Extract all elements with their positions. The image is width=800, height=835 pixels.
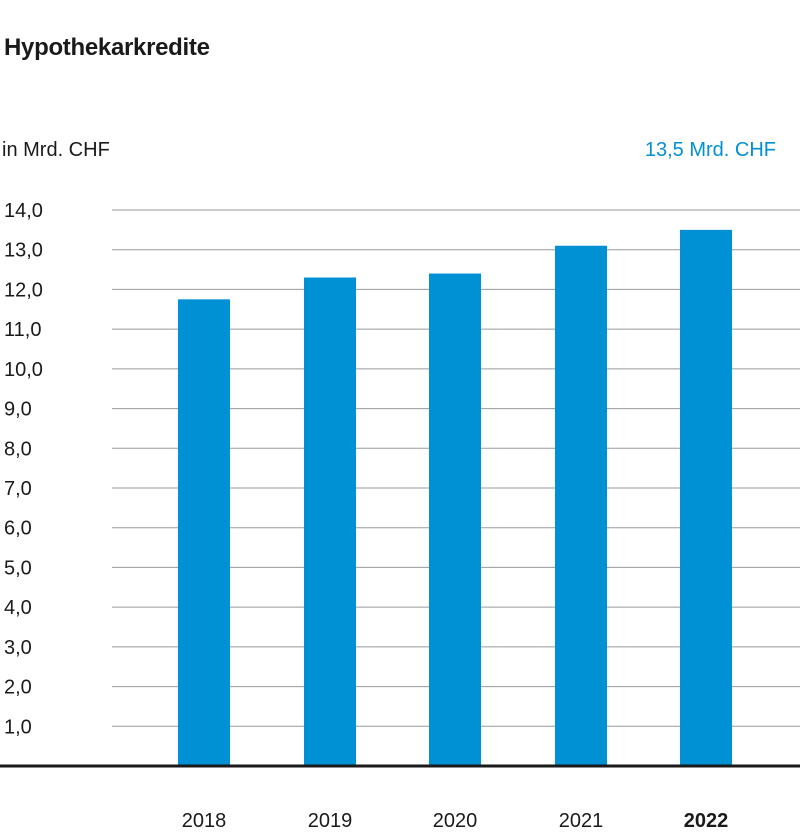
x-tick-label: 2020 — [433, 810, 478, 832]
bar-2020 — [429, 273, 481, 766]
y-tick-label: 11,0 — [4, 319, 41, 341]
y-tick-label: 2,0 — [4, 677, 32, 699]
y-tick-label: 9,0 — [4, 399, 32, 421]
y-tick-label: 10,0 — [4, 359, 43, 381]
x-axis-ticks: 2018 2019 2020 2021 2022 — [182, 810, 729, 832]
bars — [178, 229, 732, 766]
y-tick-label: 5,0 — [4, 557, 32, 579]
x-tick-label: 2021 — [559, 810, 604, 832]
y-tick-label: 13,0 — [4, 240, 43, 262]
y-tick-label: 8,0 — [4, 438, 32, 460]
x-tick-label: 2019 — [308, 810, 353, 832]
y-tick-label: 3,0 — [4, 637, 32, 659]
chart-title: Hypothekarkredite — [4, 34, 210, 61]
y-tick-label: 14,0 — [4, 200, 43, 222]
y-axis-unit-label: in Mrd. CHF — [2, 139, 110, 161]
bar-2022 — [680, 229, 732, 766]
y-tick-label: 4,0 — [4, 597, 32, 619]
y-tick-label: 6,0 — [4, 518, 32, 540]
y-tick-label: 1,0 — [4, 716, 32, 738]
x-tick-label: 2022 — [684, 810, 729, 832]
y-axis-ticks: 1,0 2,0 3,0 4,0 5,0 6,0 7,0 8,0 9,0 10,0 11,0 12,0 1… — [4, 200, 43, 738]
highlight-annotation: 13,5 Mrd. CHF — [644, 139, 776, 161]
bar-2018 — [178, 299, 230, 766]
x-tick-label: 2018 — [182, 810, 227, 832]
bar-2019 — [304, 277, 356, 766]
bar-2021 — [555, 245, 607, 766]
y-tick-label: 7,0 — [4, 478, 32, 500]
y-tick-label: 12,0 — [4, 279, 43, 301]
